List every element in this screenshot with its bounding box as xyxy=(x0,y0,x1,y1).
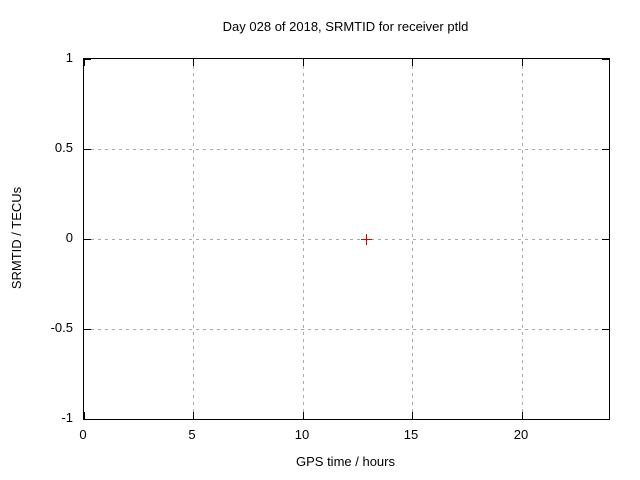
x-tick-mark xyxy=(193,412,194,419)
x-tick-label: 15 xyxy=(403,427,419,442)
y-tick-mark xyxy=(84,329,91,330)
x-tick-mark xyxy=(84,59,85,66)
x-tick-mark xyxy=(412,412,413,419)
chart-title: Day 028 of 2018, SRMTID for receiver ptl… xyxy=(222,19,469,34)
x-axis-label: GPS time / hours xyxy=(296,454,395,469)
x-tick-mark xyxy=(522,59,523,66)
y-tick-mark xyxy=(84,239,91,240)
x-tick-label: 20 xyxy=(513,427,529,442)
y-tick-label: -0.5 xyxy=(50,320,73,335)
gridline-y-0 xyxy=(84,239,609,240)
y-tick-mark xyxy=(602,59,609,60)
y-tick-mark xyxy=(602,419,609,420)
y-tick-label: -1 xyxy=(61,410,73,425)
y-tick-mark xyxy=(602,239,609,240)
x-tick-label: 0 xyxy=(79,427,87,442)
marker-vertical-bar xyxy=(366,234,367,245)
y-tick-label: 0 xyxy=(65,230,73,245)
x-tick-label: 10 xyxy=(294,427,310,442)
x-tick-mark xyxy=(193,59,194,66)
y-tick-mark xyxy=(602,329,609,330)
x-tick-label: 5 xyxy=(188,427,196,442)
x-tick-mark xyxy=(412,59,413,66)
y-tick-label: 1 xyxy=(65,50,73,65)
y-tick-mark xyxy=(84,419,91,420)
data-point-marker xyxy=(361,234,372,245)
x-tick-mark xyxy=(303,412,304,419)
y-tick-label: 0.5 xyxy=(54,140,73,155)
plot-area xyxy=(83,58,610,420)
y-tick-mark xyxy=(602,149,609,150)
x-tick-mark xyxy=(522,412,523,419)
y-tick-mark xyxy=(84,59,91,60)
x-tick-mark xyxy=(84,412,85,419)
x-tick-mark xyxy=(303,59,304,66)
gridline-y--0.5 xyxy=(84,329,609,330)
y-tick-mark xyxy=(84,149,91,150)
gridline-y-0.5 xyxy=(84,149,609,150)
